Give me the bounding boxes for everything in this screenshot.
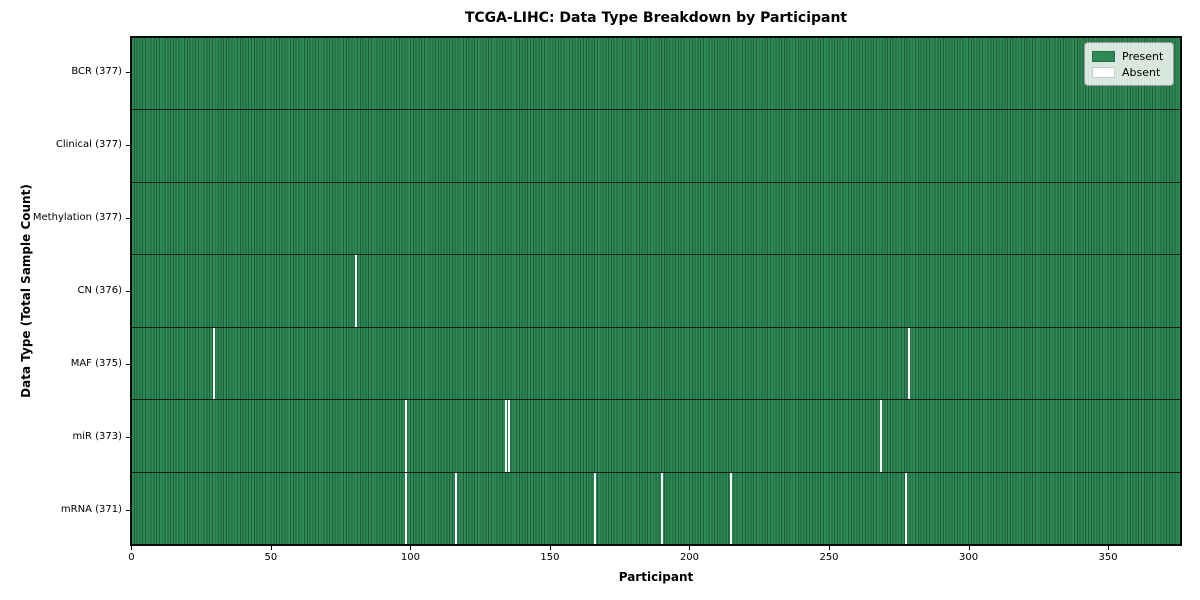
- absent-swatch-icon: [1092, 66, 1115, 78]
- heatmap-row-miR: [132, 400, 1180, 473]
- y-tick-label-BCR: BCR (377): [71, 66, 122, 78]
- y-tick-mark: [126, 363, 130, 365]
- x-tick-label-150: 150: [540, 552, 560, 563]
- y-tick-mark: [126, 291, 130, 292]
- absent-marker: [212, 327, 216, 400]
- x-tick-label-250: 250: [819, 552, 839, 563]
- y-tick-label-CN: CN (376): [77, 285, 122, 296]
- heatmap-row-mRNA: [132, 472, 1180, 544]
- heatmap-row-CN: [132, 255, 1180, 328]
- legend-present-label: Present: [1122, 49, 1164, 63]
- y-tick-label-Clinical: Clinical (377): [55, 139, 122, 151]
- y-tick-mark: [126, 218, 130, 220]
- x-tick-mark: [829, 546, 830, 550]
- x-tick-mark: [270, 546, 272, 550]
- x-tick-mark: [1108, 546, 1110, 550]
- legend: Present Absent: [1084, 42, 1174, 86]
- x-tick-mark: [968, 546, 970, 550]
- heatmap-row-MAF: [132, 327, 1180, 401]
- heatmap-row-BCR: [132, 38, 1180, 111]
- absent-marker: [404, 400, 407, 472]
- y-tick-label-Methylation: Methylation (377): [32, 212, 122, 224]
- absent-marker: [504, 400, 508, 472]
- absent-marker: [454, 472, 458, 544]
- y-tick-mark: [126, 509, 130, 511]
- y-tick-mark: [126, 145, 130, 147]
- x-axis-label: Participant: [618, 570, 694, 584]
- absent-marker: [880, 400, 883, 472]
- heatmap-row-Methylation: [132, 183, 1180, 256]
- absent-marker: [907, 327, 911, 400]
- absent-marker: [507, 400, 510, 472]
- x-tick-label-300: 300: [958, 552, 979, 563]
- absent-marker: [593, 472, 597, 544]
- absent-marker: [404, 472, 407, 544]
- legend-item-present: Present: [1092, 48, 1166, 64]
- absent-marker: [729, 472, 733, 544]
- y-tick-label-miR: miR (373): [72, 430, 122, 442]
- y-tick-label-mRNA: mRNA (371): [60, 503, 122, 515]
- x-tick-label-350: 350: [1098, 552, 1118, 563]
- heatmap-row-Clinical: [132, 110, 1180, 183]
- x-tick-mark: [131, 546, 133, 550]
- x-tick-label-50: 50: [264, 552, 278, 563]
- legend-absent-label: Absent: [1122, 65, 1161, 79]
- y-tick-mark: [126, 436, 130, 438]
- y-tick-mark: [126, 72, 130, 74]
- x-tick-mark: [549, 546, 551, 550]
- y-tick-label-MAF: MAF (375): [70, 357, 122, 369]
- x-tick-label-200: 200: [679, 552, 700, 563]
- x-tick-mark: [689, 546, 691, 550]
- plot-area: [130, 36, 1182, 546]
- x-tick-label-0: 0: [128, 552, 135, 563]
- x-tick-label-100: 100: [400, 552, 420, 563]
- legend-item-absent: Absent: [1092, 64, 1166, 80]
- chart-title: TCGA-LIHC: Data Type Breakdown by Partic…: [464, 10, 848, 26]
- absent-marker: [660, 472, 663, 544]
- absent-marker: [354, 255, 357, 327]
- present-swatch-icon: [1092, 50, 1115, 62]
- x-tick-mark: [410, 546, 412, 550]
- absent-marker: [905, 472, 908, 544]
